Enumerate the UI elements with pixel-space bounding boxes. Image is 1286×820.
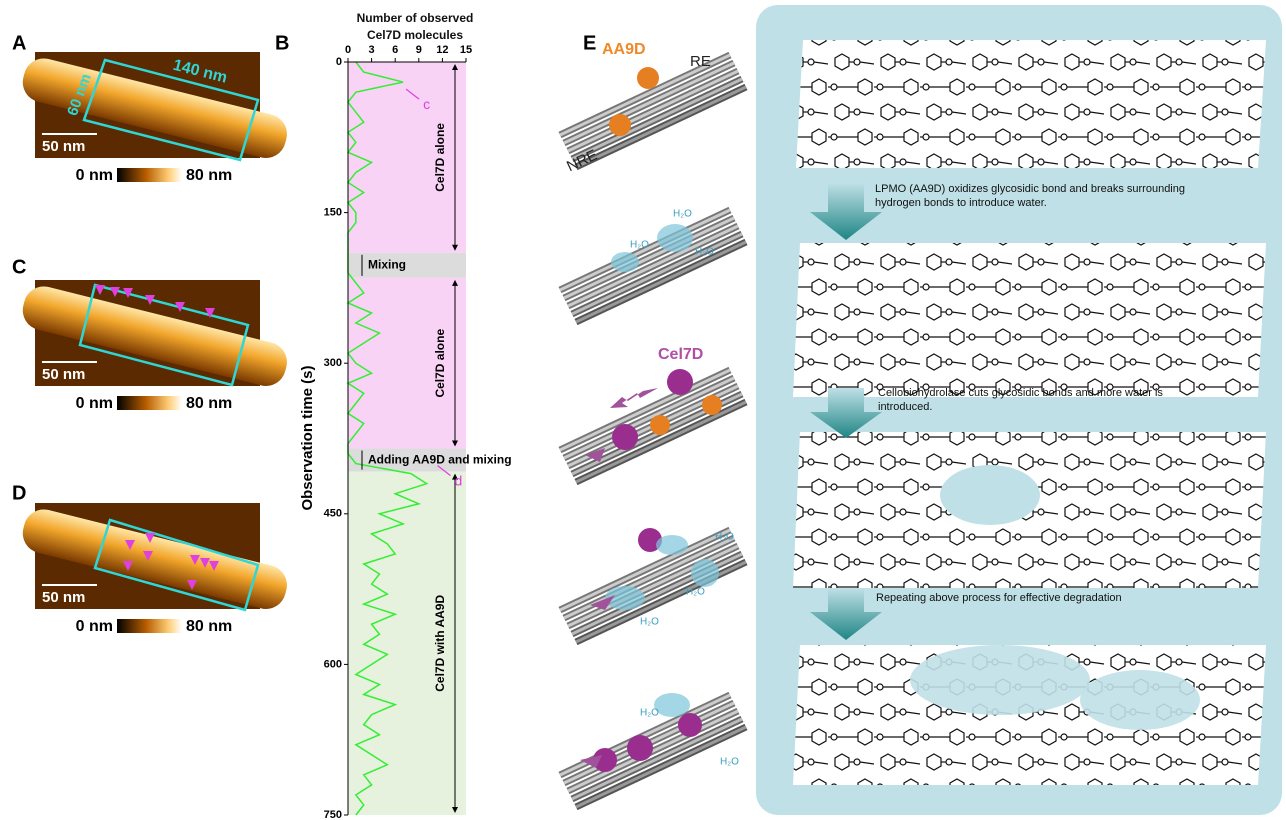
water-cavity: [940, 465, 1040, 525]
colorbar-min: 0 nm: [76, 618, 113, 635]
colorbar: [117, 168, 182, 182]
scale-bar-label: 50 nm: [42, 138, 85, 155]
fibril: [560, 210, 746, 322]
count-tick-label: 9: [416, 44, 422, 56]
scale-bar-label: 50 nm: [42, 589, 85, 606]
water-label: H₂O: [715, 532, 734, 543]
water-label: H₂O: [686, 587, 705, 598]
count-tick-label: 6: [392, 44, 398, 56]
region: [348, 278, 466, 449]
water-label: H₂O: [673, 209, 692, 220]
panel-label: B: [275, 32, 289, 54]
colorbar-min: 0 nm: [76, 167, 113, 184]
region-label: Cel7D with AA9D: [433, 595, 447, 692]
colorbar: [117, 619, 182, 633]
annotation-label: d: [455, 472, 463, 488]
water-label: H₂O: [720, 757, 739, 768]
water-label: H₂O: [630, 240, 649, 251]
panel-label: C: [12, 256, 26, 278]
panel-label: A: [12, 32, 26, 54]
fibril-schemes: [560, 55, 746, 807]
colorbar: [117, 396, 182, 410]
scale-bar-label: 50 nm: [42, 366, 85, 383]
lattice: [796, 40, 1266, 168]
region: [348, 253, 466, 278]
time-tick-label: 450: [324, 508, 342, 520]
count-tick-label: 12: [436, 44, 448, 56]
water-label: H₂O: [640, 708, 659, 719]
region-label: Cel7D alone: [433, 123, 447, 192]
count-tick-label: 3: [369, 44, 375, 56]
panel-label: E: [583, 32, 596, 54]
water-label: H₂O: [695, 247, 714, 258]
time-tick-label: 150: [324, 207, 342, 219]
region-label: Adding AA9D and mixing: [368, 452, 512, 466]
annotation-label: c: [423, 96, 430, 112]
time-tick-label: 750: [324, 809, 342, 820]
count-tick-label: 15: [460, 44, 472, 56]
colorbar-max: 80 nm: [186, 618, 232, 635]
chart-title: Number of observed Cel7D molecules: [345, 10, 485, 44]
region-label: Cel7D alone: [433, 329, 447, 398]
water-cavity: [910, 645, 1090, 715]
end-label: RE: [690, 53, 711, 70]
step-caption: LPMO (AA9D) oxidizes glycosidic bond and…: [875, 182, 1195, 210]
enzyme-label: AA9D: [602, 41, 646, 58]
figure: A C D B E AA9D RE NRE Cel7D H₂O H₂O H₂O …: [0, 0, 1286, 820]
colorbar-max: 80 nm: [186, 395, 232, 412]
region-label: Mixing: [368, 257, 406, 271]
step-caption: Cellobiohydrolase cuts glycosidic bonds …: [878, 386, 1178, 414]
count-tick-label: 0: [345, 44, 351, 56]
time-tick-label: 0: [336, 56, 342, 68]
water-cavity: [1080, 670, 1200, 730]
colorbar-min: 0 nm: [76, 395, 113, 412]
time-tick-label: 300: [324, 357, 342, 369]
enzyme-label: Cel7D: [658, 346, 703, 363]
step-caption: Repeating above process for effective de…: [876, 591, 1216, 605]
axis-label: Observation time (s): [299, 365, 316, 510]
colorbar-max: 80 nm: [186, 167, 232, 184]
water-label: H₂O: [640, 617, 659, 628]
panel-label: D: [12, 482, 26, 504]
time-tick-label: 600: [324, 658, 342, 670]
lattice: [793, 243, 1266, 397]
